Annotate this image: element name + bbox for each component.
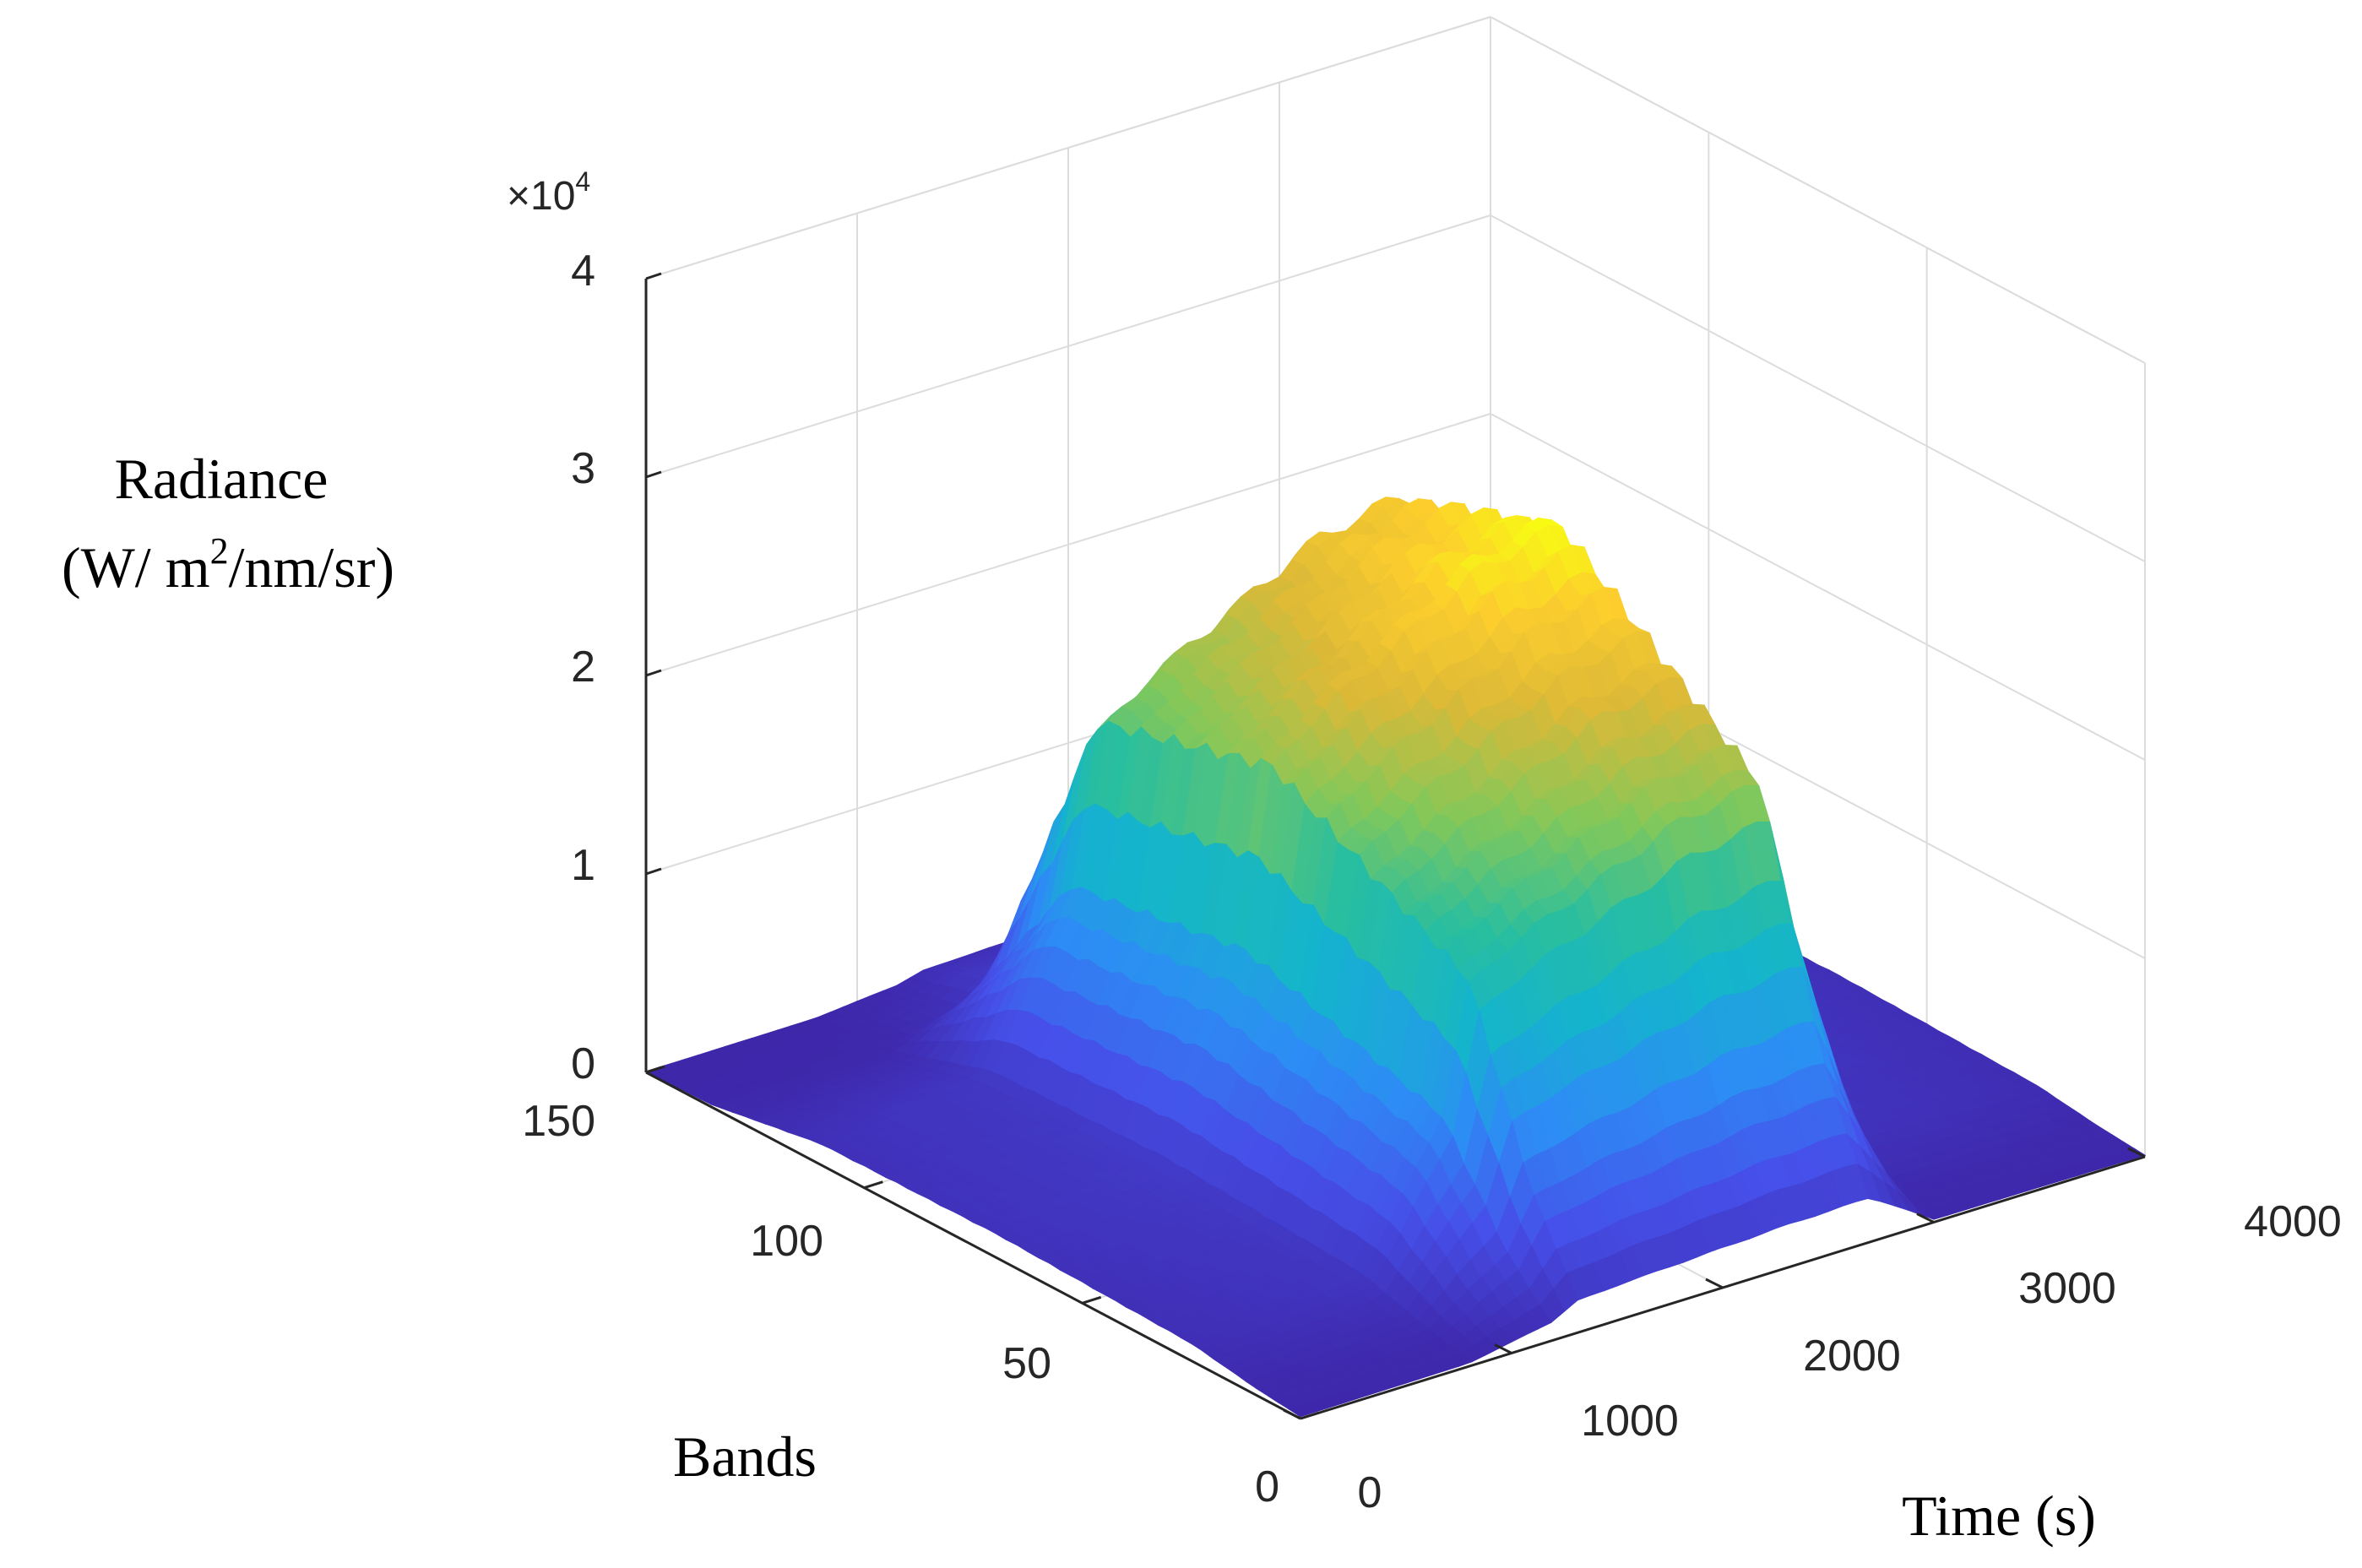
bands-axis-label: Bands xyxy=(673,1424,817,1489)
grid-frame-top-right xyxy=(1490,16,2146,364)
bands-tick-2 xyxy=(863,1180,883,1190)
time-axis-label: Time (s) xyxy=(1902,1484,2096,1548)
surface-patch-0-0 xyxy=(1288,1404,1315,1418)
time-tick-2 xyxy=(1705,1278,1724,1289)
z-tick-3 xyxy=(645,470,662,479)
bands-tick-1 xyxy=(1082,1295,1102,1305)
time-tick-label-2000: 2000 xyxy=(1803,1332,1901,1381)
time-tick-label-4000: 4000 xyxy=(2244,1197,2342,1246)
z-tick-label-4: 4 xyxy=(571,247,595,296)
z-tick-1 xyxy=(645,867,662,876)
bands-tick-3 xyxy=(645,1065,665,1074)
bands-tick-label-100: 100 xyxy=(750,1217,823,1266)
bands-tick-0 xyxy=(1300,1411,1320,1420)
radiance-surface xyxy=(644,496,2147,1418)
time-tick-1 xyxy=(1494,1343,1512,1354)
grid-line-z-right-3 xyxy=(1490,214,2146,562)
axis-lines xyxy=(644,272,2146,1420)
bands-tick-label-150: 150 xyxy=(522,1097,595,1146)
z-tick-label-0: 0 xyxy=(571,1039,595,1088)
time-tick-4 xyxy=(2127,1147,2146,1158)
z-tick-label-3: 3 xyxy=(571,444,595,493)
bands-tick-label-0: 0 xyxy=(1255,1462,1279,1511)
z-axis-label-line2: (W/ m2/nm/sr) xyxy=(62,530,394,600)
time-tick-label-3000: 3000 xyxy=(2018,1264,2116,1313)
time-tick-3 xyxy=(1916,1213,1935,1223)
time-tick-label-1000: 1000 xyxy=(1581,1397,1679,1446)
z-tick-label-2: 2 xyxy=(571,643,595,692)
z-tick-2 xyxy=(645,669,662,677)
z-axis-label-line1: Radiance xyxy=(115,447,329,511)
z-tick-label-1: 1 xyxy=(571,841,595,890)
bands-axis-line xyxy=(645,1071,1301,1420)
time-tick-0 xyxy=(1283,1408,1301,1420)
time-tick-label-0: 0 xyxy=(1358,1468,1382,1517)
grid-frame-top-back xyxy=(645,16,1491,279)
z-multiplier: ×104 xyxy=(507,166,590,219)
z-tick-4 xyxy=(645,272,662,280)
grid-line-z-right-2 xyxy=(1490,413,2146,761)
bands-tick-label-50: 50 xyxy=(1002,1339,1051,1388)
